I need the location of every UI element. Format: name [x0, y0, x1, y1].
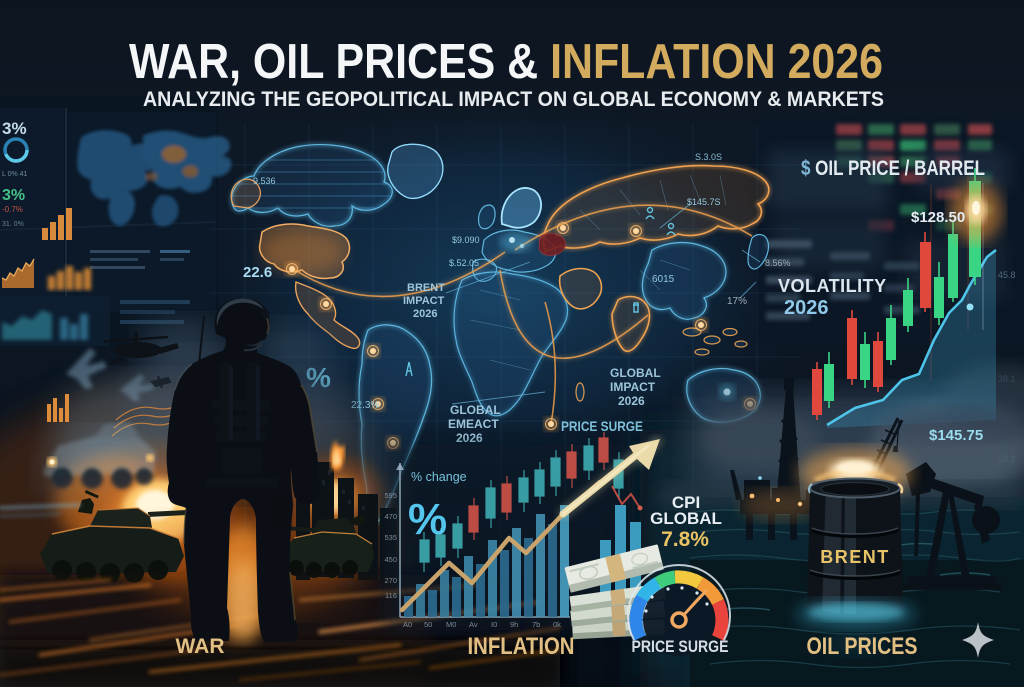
svg-text:CPI: CPI: [672, 493, 700, 512]
svg-text:450: 450: [384, 555, 397, 564]
svg-text:OIL PRICES: OIL PRICES: [807, 633, 918, 660]
svg-text:270: 270: [384, 576, 397, 585]
svg-text:L 0% 41: L 0% 41: [2, 171, 28, 178]
svg-text:I0: I0: [491, 620, 497, 629]
svg-text:22.3%: 22.3%: [351, 400, 379, 411]
svg-text:9.536: 9.536: [253, 176, 276, 186]
svg-text:IMPACT: IMPACT: [403, 295, 445, 307]
svg-text:470: 470: [384, 512, 397, 521]
svg-text:2026: 2026: [784, 297, 829, 319]
svg-text:%: %: [408, 495, 447, 544]
svg-text:S.3.0S: S.3.0S: [695, 152, 722, 162]
svg-text:2026: 2026: [618, 394, 645, 408]
svg-text:6015: 6015: [652, 274, 675, 285]
svg-text:2026: 2026: [413, 308, 437, 320]
svg-text:$128.50: $128.50: [911, 209, 965, 226]
svg-text:3%: 3%: [2, 119, 27, 138]
svg-text:EMEACT: EMEACT: [448, 417, 499, 431]
svg-text:7.8%: 7.8%: [661, 528, 709, 551]
svg-text:7b: 7b: [532, 620, 540, 629]
svg-text:ANALYZING THE GEOPOLITICAL IMP: ANALYZING THE GEOPOLITICAL IMPACT ON GLO…: [143, 88, 884, 111]
svg-text:Av: Av: [469, 620, 478, 629]
svg-text:$ OIL PRICE / BARREL: $ OIL PRICE / BARREL: [801, 157, 985, 180]
svg-text:8.56%: 8.56%: [765, 258, 791, 268]
svg-text:$145.75: $145.75: [929, 427, 983, 444]
svg-text:BRENT: BRENT: [820, 547, 890, 567]
svg-text:45.8: 45.8: [998, 270, 1016, 280]
svg-text:$145.7S: $145.7S: [687, 197, 721, 207]
svg-text:2026: 2026: [456, 431, 483, 445]
svg-text:PRICE SURGE: PRICE SURGE: [561, 418, 643, 434]
svg-text:% change: % change: [411, 470, 467, 484]
svg-text:GLOBAL: GLOBAL: [650, 509, 722, 528]
svg-text:22.6: 22.6: [243, 264, 272, 281]
svg-text:50: 50: [424, 620, 432, 629]
svg-text:PRICE SURGE: PRICE SURGE: [632, 638, 729, 656]
svg-text:$9.090: $9.090: [452, 235, 480, 245]
svg-text:-0.7%: -0.7%: [2, 205, 23, 214]
svg-text:31. 0%: 31. 0%: [2, 221, 24, 228]
svg-text:M0: M0: [446, 620, 456, 629]
svg-text:17%: 17%: [727, 296, 747, 307]
svg-text:116: 116: [385, 591, 397, 600]
svg-text:WAR, OIL PRICES & INFLATION 20: WAR, OIL PRICES & INFLATION 2026: [129, 35, 883, 89]
svg-text:595: 595: [384, 491, 397, 500]
svg-text:9h: 9h: [510, 620, 518, 629]
svg-text:GLOBAL: GLOBAL: [450, 403, 501, 417]
svg-text:0k: 0k: [553, 620, 561, 629]
svg-text:IMPACT: IMPACT: [610, 380, 656, 394]
svg-text:VOLATILITY: VOLATILITY: [778, 276, 887, 296]
svg-text:535: 535: [384, 533, 397, 542]
svg-text:INFLATION: INFLATION: [468, 633, 575, 660]
svg-text:$.52.05: $.52.05: [449, 258, 479, 268]
svg-text:BRENT: BRENT: [407, 282, 445, 294]
svg-text:GLOBAL: GLOBAL: [610, 366, 661, 380]
svg-text:WAR: WAR: [176, 635, 225, 658]
svg-text:3%: 3%: [2, 187, 25, 204]
svg-text:A0: A0: [403, 620, 412, 629]
